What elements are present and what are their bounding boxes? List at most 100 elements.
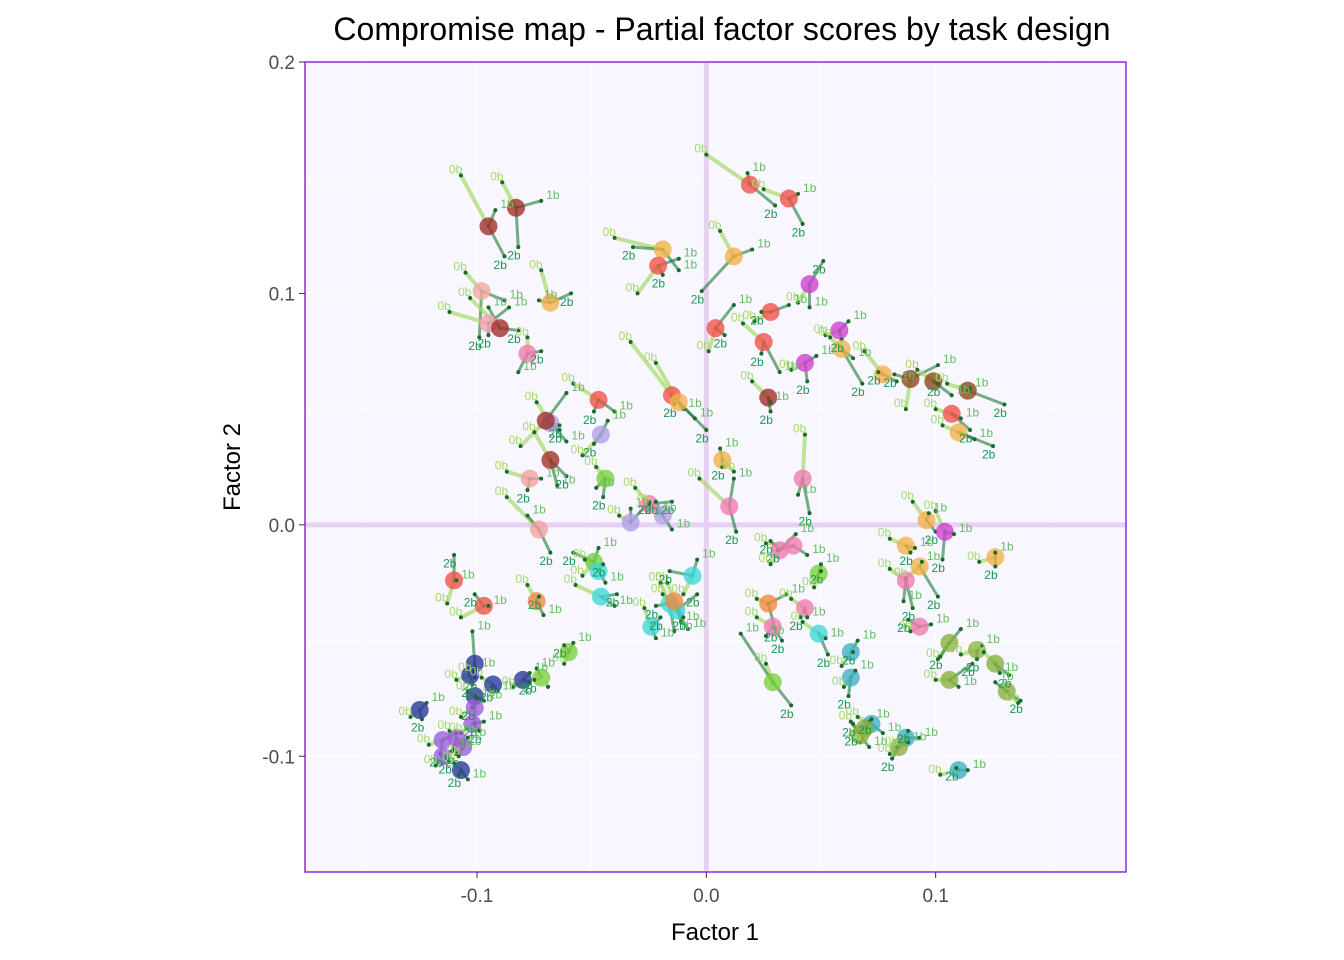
partial-point-1b (793, 532, 798, 537)
partial-label-1b: 1b (987, 632, 1001, 646)
x-tick-label: 0.0 (693, 886, 719, 907)
compromise-points (408, 152, 1023, 782)
partial-label-2b: 2b (1010, 702, 1024, 716)
partial-label-1b: 1b (546, 188, 560, 202)
partial-label-1b: 1b (461, 567, 475, 581)
partial-label-1b: 1b (1000, 669, 1014, 683)
partial-label-0b: 0b (740, 368, 754, 382)
partial-point-2b (851, 650, 856, 655)
compromise-point (754, 333, 773, 352)
partial-point-0b (761, 187, 766, 192)
partial-label-1b: 1b (888, 720, 902, 734)
partial-label-2b: 2b (464, 725, 478, 739)
partial-label-0b: 0b (878, 526, 892, 540)
partial-point-1b (818, 562, 823, 567)
partial-label-0b: 0b (561, 371, 575, 385)
partial-label-1b: 1b (503, 678, 517, 692)
partial-point-0b (887, 566, 892, 571)
compromise-point (513, 670, 532, 689)
compromise-point (474, 596, 493, 615)
partial-label-0b: 0b (898, 618, 912, 632)
partial-label-2b: 2b (927, 598, 941, 612)
partial-label-1b: 1b (854, 308, 868, 322)
partial-label-2b: 2b (867, 374, 881, 388)
partial-label-1b: 1b (459, 736, 473, 750)
compromise-point (850, 726, 869, 745)
partial-label-2b: 2b (883, 376, 897, 390)
partial-point-2b (653, 603, 658, 608)
partial-label-0b: 0b (623, 475, 637, 489)
partial-label-2b: 2b (691, 293, 705, 307)
partial-point-2b (630, 245, 635, 250)
partial-label-0b: 0b (470, 665, 484, 679)
partial-label-0b: 0b (449, 704, 463, 718)
compromise-point (527, 592, 546, 611)
partial-label-2b: 2b (461, 686, 475, 700)
partial-label-0b: 0b (424, 753, 438, 767)
partial-label-0b: 0b (722, 459, 736, 473)
partial-label-1b: 1b (535, 660, 549, 674)
partial-label-1b: 1b (876, 706, 890, 720)
partial-label-2b: 2b (792, 225, 806, 239)
partial-label-0b: 0b (515, 572, 529, 586)
partial-point-1b (917, 735, 922, 740)
partial-point-0b (933, 407, 938, 412)
partial-label-1b: 1b (739, 292, 753, 306)
partial-label-1b: 1b (542, 655, 556, 669)
compromise-point (784, 536, 803, 555)
partial-label-2b: 2b (725, 533, 739, 547)
partial-label-1b: 1b (902, 368, 916, 382)
partial-point-1b (481, 719, 486, 724)
zero-axes (305, 62, 1126, 872)
partial-label-2b: 2b (549, 431, 563, 445)
partial-label-0b: 0b (697, 338, 711, 352)
compromise-point (433, 731, 452, 750)
partial-label-2b: 2b (842, 725, 856, 739)
partial-label-0b: 0b (687, 466, 701, 480)
compromise-point (589, 562, 608, 581)
partial-label-0b: 0b (529, 257, 543, 271)
partial-point-2b (805, 379, 810, 384)
partial-point-1b (653, 636, 658, 641)
partial-point-0b (862, 349, 867, 354)
compromise-point (463, 714, 482, 733)
partial-label-2b: 2b (695, 431, 709, 445)
partial-point-1b (495, 689, 500, 694)
partial-label-1b: 1b (702, 547, 716, 561)
partial-label-0b: 0b (651, 581, 665, 595)
partial-point-2b (704, 427, 709, 432)
partial-label-2b: 2b (645, 607, 659, 621)
compromise-point (949, 761, 968, 780)
partial-label-2b: 2b (799, 515, 813, 529)
partial-label-2b: 2b (750, 313, 764, 327)
partial-label-0b: 0b (926, 646, 940, 660)
partial-point-2b (759, 351, 764, 356)
compromise-point (935, 522, 954, 541)
partial-label-1b: 1b (812, 542, 826, 556)
partial-point-1b (956, 684, 961, 689)
partial-point-1b (763, 633, 768, 638)
partial-point-1b (465, 735, 470, 740)
partial-point-2b (818, 569, 823, 574)
partial-point-2b (527, 680, 532, 685)
partial-point-2b (759, 309, 764, 314)
partial-label-0b: 0b (754, 651, 768, 665)
partial-label-2b: 2b (966, 660, 980, 674)
compromise-point (949, 423, 968, 442)
partial-label-2b: 2b (764, 207, 778, 221)
partial-label-0b: 0b (495, 484, 509, 498)
partial-point-2b (789, 703, 794, 708)
partial-label-1b: 1b (909, 588, 923, 602)
compromise-point (910, 617, 929, 636)
partial-point-1b (555, 483, 560, 488)
partial-point-0b (518, 444, 523, 449)
partial-point-2b (614, 592, 619, 597)
partial-label-0b: 0b (444, 667, 458, 681)
partial-label-0b: 0b (839, 709, 853, 723)
partial-point-2b (699, 289, 704, 294)
partial-point-1b (805, 615, 810, 620)
partial-point-1b (603, 580, 608, 585)
compromise-point (642, 617, 661, 636)
compromise-point (532, 668, 551, 687)
partial-point-2b (454, 751, 459, 756)
